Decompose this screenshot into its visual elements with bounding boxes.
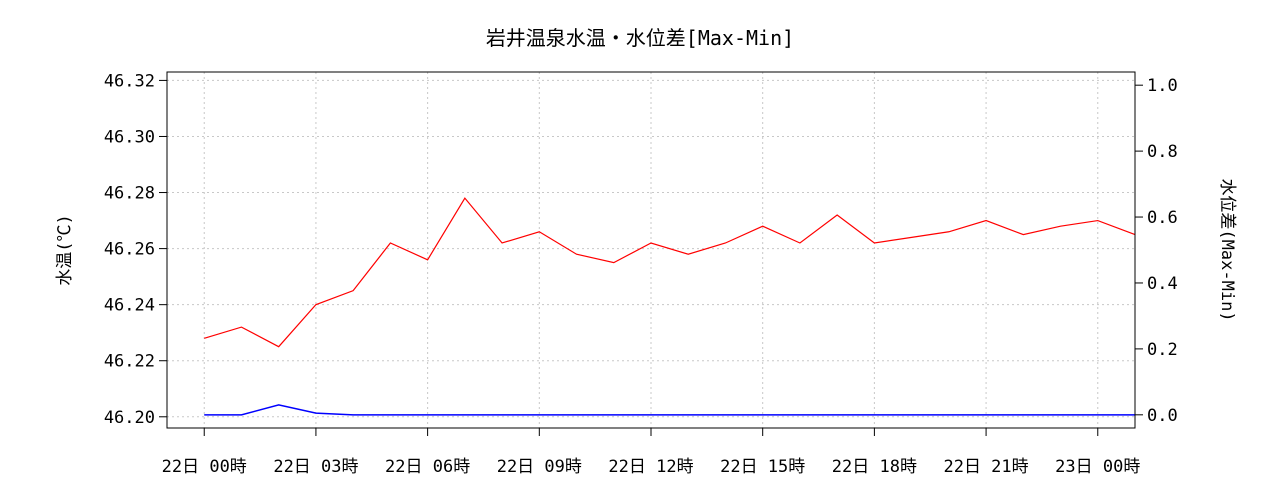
y-right-tick-label: 0.0 xyxy=(1147,406,1178,426)
x-tick-label: 22日 03時 xyxy=(273,457,358,477)
x-tick-label: 22日 00時 xyxy=(162,457,247,477)
chart-title: 岩井温泉水温・水位差[Max-Min] xyxy=(486,26,794,50)
y-right-tick-label: 0.2 xyxy=(1147,340,1178,360)
x-tick-label: 22日 15時 xyxy=(720,457,805,477)
x-tick-label: 22日 09時 xyxy=(497,457,582,477)
x-tick-label: 22日 12時 xyxy=(608,457,693,477)
level-diff-line xyxy=(204,404,1135,416)
y-left-tick-label: 46.24 xyxy=(104,296,155,316)
x-tick-label: 22日 21時 xyxy=(943,457,1028,477)
y-left-tick-label: 46.28 xyxy=(104,184,155,204)
y-left-tick-label: 46.30 xyxy=(104,127,155,147)
y-axis-right-label: 水位差(Max-Min) xyxy=(1217,178,1237,321)
series-water-level-diff xyxy=(204,404,1135,416)
x-tick-label: 22日 06時 xyxy=(385,457,470,477)
y-left-tick-label: 46.22 xyxy=(104,352,155,372)
y-left-tick-label: 46.20 xyxy=(104,408,155,428)
plot-frame xyxy=(166,71,1136,429)
series-water-temperature xyxy=(204,197,1136,348)
y-right-tick-label: 1.0 xyxy=(1147,76,1178,96)
y-right-tick-label: 0.4 xyxy=(1147,274,1178,294)
temperature-line xyxy=(204,197,1136,348)
y-axis-left-label: 水温(℃) xyxy=(55,214,75,285)
x-tick-label: 22日 18時 xyxy=(832,457,917,477)
y-right-tick-label: 0.6 xyxy=(1147,208,1178,228)
y-right-tick-label: 0.8 xyxy=(1147,142,1178,162)
y-left-tick-label: 46.26 xyxy=(104,240,155,260)
y-left-tick-label: 46.32 xyxy=(104,71,155,91)
grid-lines xyxy=(167,72,1135,428)
x-tick-label: 23日 00時 xyxy=(1055,457,1140,477)
axes: 22日 00時 22日 03時 22日 06時 22日 09時 22日 12時 22日 1… xyxy=(104,71,1178,477)
